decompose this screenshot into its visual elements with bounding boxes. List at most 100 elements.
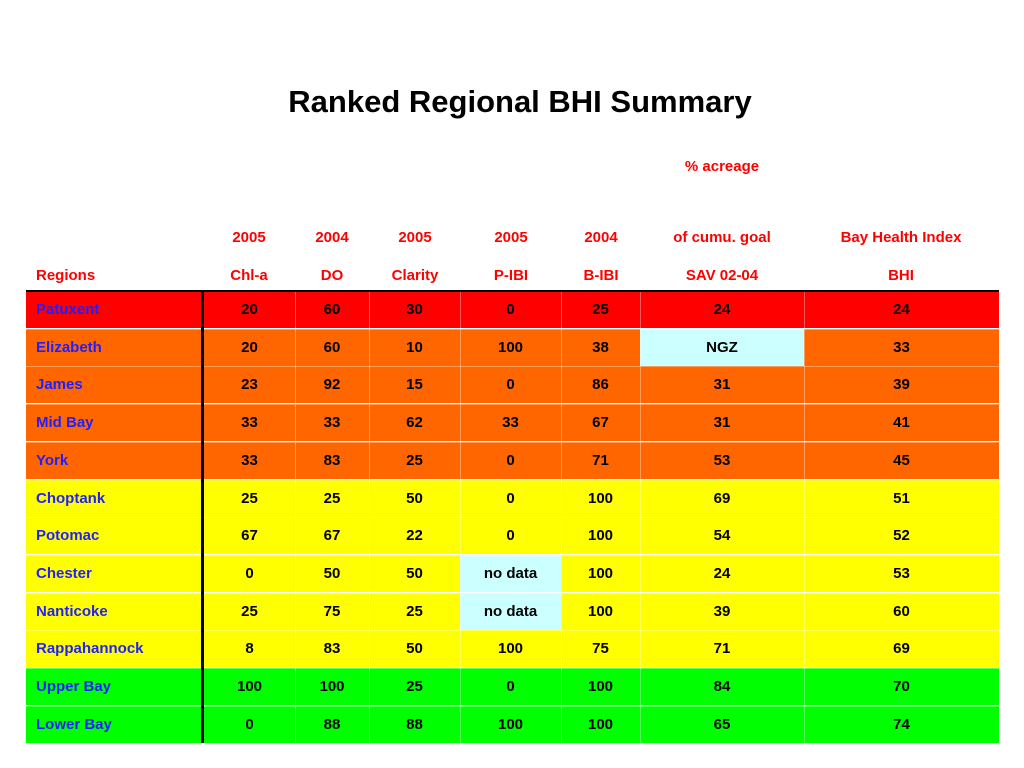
table-cell: 67	[323, 527, 341, 545]
row-divider	[26, 705, 999, 707]
column-divider	[804, 517, 805, 555]
column-divider	[640, 404, 641, 442]
column-divider	[640, 366, 641, 404]
header-label-1: Chl-a	[230, 267, 268, 284]
table-cell: 0	[506, 527, 515, 545]
table-cell: 70	[893, 678, 910, 695]
table-cell: 50	[406, 640, 423, 658]
table-cell: 53	[713, 451, 731, 469]
column-divider	[295, 291, 296, 328]
row-divider	[26, 630, 999, 632]
column-divider	[561, 328, 562, 366]
column-divider	[295, 705, 296, 743]
table-cell: 8	[245, 640, 254, 658]
column-divider	[804, 705, 805, 743]
table-cell: 25	[406, 678, 423, 695]
table-cell: 10	[406, 338, 423, 356]
table-cell: 0	[506, 376, 515, 394]
column-divider	[561, 404, 562, 442]
column-divider	[460, 328, 461, 366]
table-cell: 24	[713, 301, 731, 318]
table-cell: 25	[241, 602, 258, 620]
column-divider	[460, 366, 461, 404]
table-cell: 53	[893, 564, 910, 582]
column-divider	[295, 668, 296, 705]
column-divider	[295, 479, 296, 517]
table-cell: 100	[587, 602, 614, 620]
page-title: Ranked Regional BHI Summary	[288, 84, 752, 119]
table-cell: 65	[713, 715, 731, 733]
column-divider	[640, 517, 641, 555]
column-divider	[804, 630, 805, 668]
column-divider	[369, 592, 370, 630]
row-divider	[26, 441, 999, 443]
region-name: Rappahannock	[36, 640, 144, 658]
column-divider	[804, 328, 805, 366]
column-divider	[460, 554, 461, 592]
column-divider	[295, 441, 296, 479]
column-divider	[369, 517, 370, 555]
header-label-4: P-IBI	[493, 267, 529, 284]
column-divider	[369, 441, 370, 479]
table-cell: 24	[893, 301, 910, 318]
table-cell: no data	[460, 554, 561, 592]
region-column-divider	[201, 290, 204, 743]
table-cell: 15	[406, 376, 423, 394]
row-divider	[26, 592, 999, 594]
table-row: Nanticoke 25 75 25 no data 100 39 60	[26, 592, 999, 630]
table-cell: NGZ	[640, 328, 804, 366]
table-row: Potomac 67 67 22 0 100 54 52	[26, 517, 999, 555]
table-row: Elizabeth 20 60 10 100 38 NGZ 33	[26, 328, 999, 366]
region-name: Mid Bay	[36, 414, 94, 432]
table-cell: 100	[497, 338, 524, 356]
table-cell: 31	[713, 376, 731, 394]
column-divider	[295, 517, 296, 555]
region-name: Lower Bay	[36, 715, 112, 733]
column-divider	[804, 479, 805, 517]
column-divider	[640, 291, 641, 328]
header-label-7: BHI	[888, 267, 914, 284]
table-cell: 83	[323, 640, 341, 658]
table-cell: 23	[241, 376, 258, 394]
column-divider	[561, 366, 562, 404]
column-divider	[804, 592, 805, 630]
table-cell: 67	[241, 527, 258, 545]
column-divider	[460, 441, 461, 479]
column-divider	[295, 404, 296, 442]
table-cell: 67	[592, 414, 609, 432]
header-label-5: B-IBI	[583, 267, 619, 284]
region-name: Chester	[36, 564, 92, 582]
column-divider	[804, 554, 805, 592]
column-divider	[369, 404, 370, 442]
column-divider	[561, 441, 562, 479]
region-name: Elizabeth	[36, 338, 102, 356]
table-cell: 83	[323, 451, 341, 469]
table-cell: 100	[587, 715, 614, 733]
table-cell: 60	[893, 602, 910, 620]
column-divider	[369, 291, 370, 328]
column-divider	[460, 291, 461, 328]
table-cell: 84	[713, 678, 731, 695]
table-cell: 0	[506, 678, 515, 695]
table-cell: 20	[241, 338, 258, 356]
column-divider	[369, 328, 370, 366]
column-divider	[460, 404, 461, 442]
table-row: Lower Bay 0 88 88 100 100 65 74	[26, 705, 999, 743]
table-cell: 30	[406, 301, 423, 318]
table-cell: 71	[713, 640, 731, 658]
column-divider	[460, 630, 461, 668]
column-divider	[369, 554, 370, 592]
table-cell: 88	[323, 715, 341, 733]
table-cell: 41	[893, 414, 910, 432]
column-divider	[369, 479, 370, 517]
region-name: Potomac	[36, 527, 100, 545]
column-divider	[295, 630, 296, 668]
header-regions: Regions	[36, 267, 96, 284]
column-divider	[561, 517, 562, 555]
header-year-6: Bay Health Index	[840, 229, 962, 246]
table-cell: 75	[323, 602, 341, 620]
column-divider	[460, 705, 461, 743]
table-row: Rappahannock 8 83 50 100 75 71 69	[26, 630, 999, 668]
table-row: Upper Bay 100 100 25 0 100 84 70	[26, 668, 999, 705]
column-divider	[561, 291, 562, 328]
